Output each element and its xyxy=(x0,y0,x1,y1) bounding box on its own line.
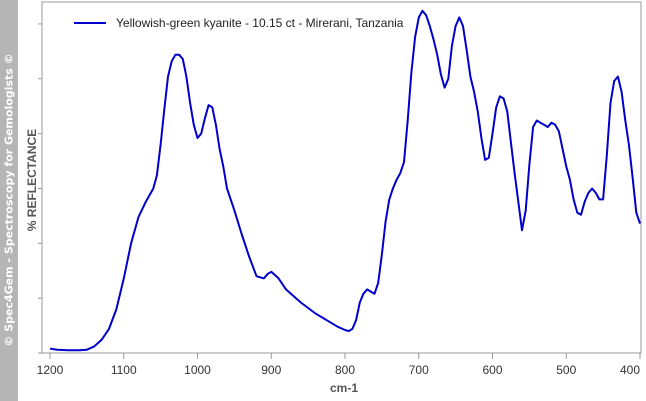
copyright-sidebar: © Spec4Gem - Spectroscopy for Gemologist… xyxy=(0,0,18,401)
series-line-0 xyxy=(49,9,641,352)
y-axis-title: % REFLECTANCE xyxy=(25,129,39,231)
y-tick-marks xyxy=(38,23,42,354)
x-tick-label-400: 400 xyxy=(620,363,640,377)
x-axis-ticks: 1200 1100 1000 900 800 700 600 500 400 xyxy=(37,353,641,377)
x-tick-label-800: 800 xyxy=(335,363,355,377)
x-axis-title: cm-1 xyxy=(330,381,358,395)
x-tick-label-500: 500 xyxy=(556,363,576,377)
x-tick-label-900: 900 xyxy=(261,363,281,377)
legend-series-name: Yellowish-green kyanite - 10.15 ct - Mir… xyxy=(116,16,404,30)
plot-frame xyxy=(41,1,642,354)
x-tick-label-1200: 1200 xyxy=(37,363,64,377)
x-tick-label-600: 600 xyxy=(482,363,502,377)
x-tick-label-700: 700 xyxy=(409,363,429,377)
x-tick-label-1000: 1000 xyxy=(184,363,211,377)
x-tick-label-1100: 1100 xyxy=(111,363,137,377)
series-layer xyxy=(49,9,641,352)
legend: Yellowish-green kyanite - 10.15 ct - Mir… xyxy=(74,16,404,30)
